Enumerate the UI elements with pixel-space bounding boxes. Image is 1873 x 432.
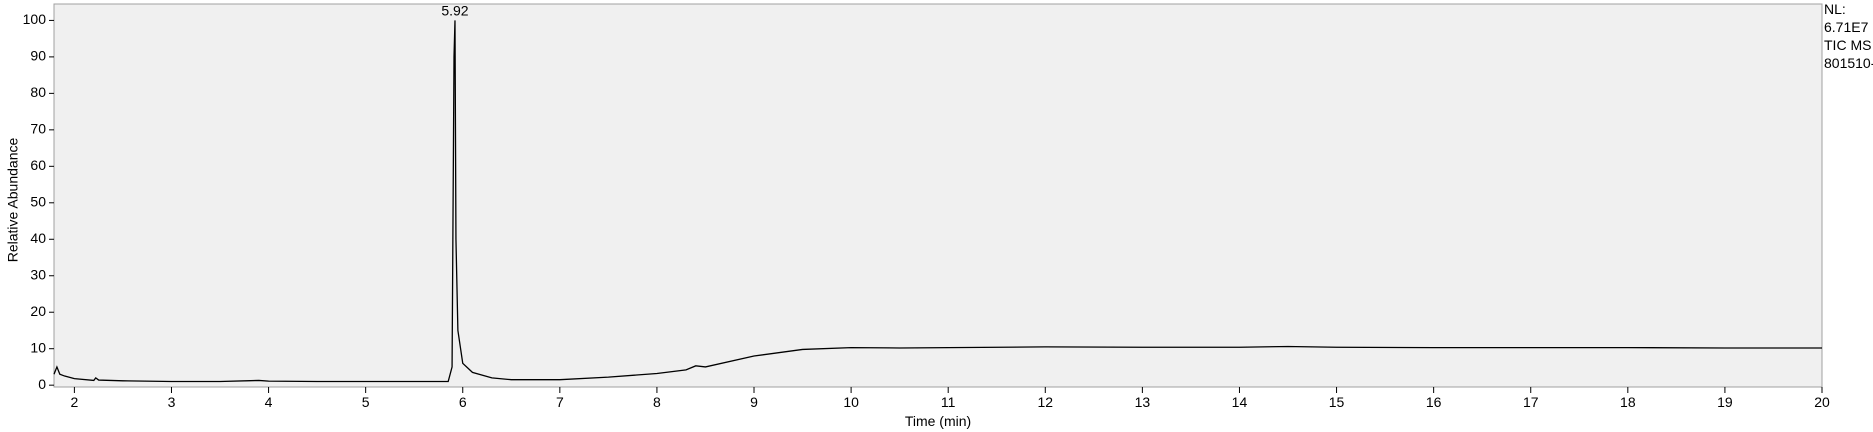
y-tick-label: 90	[30, 48, 46, 64]
x-tick-label: 15	[1329, 394, 1345, 410]
x-tick-label: 3	[168, 394, 176, 410]
x-tick-label: 6	[459, 394, 467, 410]
y-tick-label: 0	[38, 376, 46, 392]
y-tick-label: 20	[30, 303, 46, 319]
x-tick-label: 17	[1523, 394, 1539, 410]
x-tick-label: 12	[1037, 394, 1053, 410]
y-tick-label: 60	[30, 157, 46, 173]
x-tick-label: 7	[556, 394, 564, 410]
x-tick-label: 8	[653, 394, 661, 410]
y-tick-label: 50	[30, 193, 46, 209]
x-tick-label: 2	[70, 394, 78, 410]
x-tick-label: 5	[362, 394, 370, 410]
x-tick-label: 18	[1620, 394, 1636, 410]
y-tick-label: 70	[30, 121, 46, 137]
x-tick-label: 10	[843, 394, 859, 410]
x-tick-label: 20	[1814, 394, 1830, 410]
x-tick-label: 19	[1717, 394, 1733, 410]
x-tick-label: 14	[1232, 394, 1248, 410]
plot-area	[53, 3, 1823, 388]
x-tick-label: 11	[941, 394, 956, 410]
x-axis-label: Time (min)	[905, 413, 971, 429]
info-text: 801510-	[1824, 55, 1873, 71]
peak-label: 5.92	[441, 2, 468, 18]
trace	[53, 20, 1822, 383]
x-tick-label: 9	[750, 394, 758, 410]
y-tick-label: 30	[30, 266, 46, 282]
info-text: TIC MS	[1824, 37, 1871, 53]
y-tick-label: 100	[23, 11, 47, 27]
y-tick-label: 80	[30, 84, 46, 100]
x-tick-label: 4	[265, 394, 273, 410]
info-text: 6.71E7	[1824, 19, 1869, 35]
x-tick-label: 13	[1135, 394, 1151, 410]
y-axis-label: Relative Abundance	[5, 138, 21, 263]
info-text: NL:	[1824, 1, 1846, 17]
y-tick-label: 40	[30, 230, 46, 246]
x-tick-label: 16	[1426, 394, 1442, 410]
y-tick-label: 10	[30, 339, 46, 355]
